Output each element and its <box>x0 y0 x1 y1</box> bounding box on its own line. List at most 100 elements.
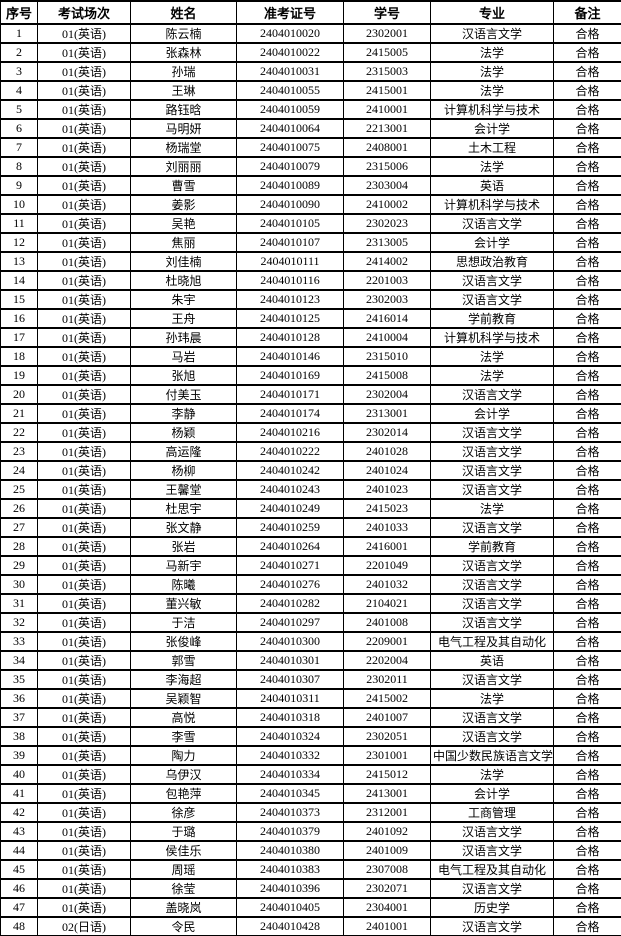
cell-ticket: 2404010079 <box>236 156 344 177</box>
table-row: 8 01(英语) 刘丽丽 2404010079 2315006 法学 合格 <box>0 156 621 177</box>
cell-student-id: 2410002 <box>343 194 431 215</box>
table-row: 30 01(英语) 陈曦 2404010276 2401032 汉语言文学 合格 <box>0 574 621 595</box>
cell-ticket: 2404010075 <box>236 137 344 158</box>
cell-remark: 合格 <box>553 498 621 519</box>
column-header-student-id: 学号 <box>343 0 431 25</box>
cell-ticket: 2404010383 <box>236 859 344 880</box>
cell-student-id: 2313005 <box>343 232 431 253</box>
table-row: 44 01(英语) 侯佳乐 2404010380 2401009 汉语言文学 合… <box>0 840 621 861</box>
cell-ticket: 2404010171 <box>236 384 344 405</box>
cell-ticket: 2404010242 <box>236 460 344 481</box>
cell-major: 工商管理 <box>430 802 554 823</box>
cell-student-id: 2302071 <box>343 878 431 899</box>
cell-index: 3 <box>0 61 38 82</box>
cell-session: 01(英语) <box>37 441 131 462</box>
cell-remark: 合格 <box>553 821 621 842</box>
cell-remark: 合格 <box>553 403 621 424</box>
cell-student-id: 2213001 <box>343 118 431 139</box>
cell-ticket: 2404010059 <box>236 99 344 120</box>
cell-remark: 合格 <box>553 726 621 747</box>
cell-session: 01(英语) <box>37 251 131 272</box>
cell-index: 8 <box>0 156 38 177</box>
cell-name: 姜影 <box>130 194 237 215</box>
cell-major: 汉语言文学 <box>430 270 554 291</box>
cell-student-id: 2401023 <box>343 479 431 500</box>
cell-name: 马岩 <box>130 346 237 367</box>
cell-remark: 合格 <box>553 612 621 633</box>
cell-ticket: 2404010282 <box>236 593 344 614</box>
cell-remark: 合格 <box>553 916 621 936</box>
cell-student-id: 2302014 <box>343 422 431 443</box>
column-header-remark: 备注 <box>553 0 621 25</box>
cell-index: 17 <box>0 327 38 348</box>
table-row: 12 01(英语) 焦丽 2404010107 2313005 会计学 合格 <box>0 232 621 253</box>
cell-ticket: 2404010380 <box>236 840 344 861</box>
cell-student-id: 2401092 <box>343 821 431 842</box>
cell-ticket: 2404010107 <box>236 232 344 253</box>
cell-remark: 合格 <box>553 479 621 500</box>
cell-ticket: 2404010055 <box>236 80 344 101</box>
cell-index: 28 <box>0 536 38 557</box>
cell-name: 陈曦 <box>130 574 237 595</box>
cell-session: 01(英语) <box>37 726 131 747</box>
cell-index: 16 <box>0 308 38 329</box>
cell-ticket: 2404010334 <box>236 764 344 785</box>
cell-major: 汉语言文学 <box>430 289 554 310</box>
cell-session: 01(英语) <box>37 783 131 804</box>
cell-session: 01(英语) <box>37 574 131 595</box>
cell-ticket: 2404010301 <box>236 650 344 671</box>
cell-index: 31 <box>0 593 38 614</box>
cell-major: 汉语言文学 <box>430 23 554 44</box>
table-row: 45 01(英语) 周瑶 2404010383 2307008 电气工程及其自动… <box>0 859 621 880</box>
cell-ticket: 2404010022 <box>236 42 344 63</box>
cell-remark: 合格 <box>553 422 621 443</box>
cell-student-id: 2401008 <box>343 612 431 633</box>
cell-name: 陶力 <box>130 745 237 766</box>
cell-index: 2 <box>0 42 38 63</box>
cell-major: 汉语言文学 <box>430 574 554 595</box>
cell-major: 汉语言文学 <box>430 555 554 576</box>
cell-student-id: 2410001 <box>343 99 431 120</box>
cell-major: 汉语言文学 <box>430 517 554 538</box>
cell-session: 01(英语) <box>37 365 131 386</box>
cell-index: 12 <box>0 232 38 253</box>
cell-ticket: 2404010116 <box>236 270 344 291</box>
cell-name: 张俊峰 <box>130 631 237 652</box>
cell-name: 刘丽丽 <box>130 156 237 177</box>
cell-session: 01(英语) <box>37 213 131 234</box>
column-header-index: 序号 <box>0 0 38 25</box>
cell-session: 01(英语) <box>37 821 131 842</box>
cell-name: 刘佳楠 <box>130 251 237 272</box>
cell-name: 张文静 <box>130 517 237 538</box>
table-row: 26 01(英语) 杜思宇 2404010249 2415023 法学 合格 <box>0 498 621 519</box>
cell-index: 40 <box>0 764 38 785</box>
table-row: 35 01(英语) 李海超 2404010307 2302011 汉语言文学 合… <box>0 669 621 690</box>
cell-name: 包艳萍 <box>130 783 237 804</box>
table-row: 21 01(英语) 李静 2404010174 2313001 会计学 合格 <box>0 403 621 424</box>
cell-session: 01(英语) <box>37 99 131 120</box>
table-row: 10 01(英语) 姜影 2404010090 2410002 计算机科学与技术… <box>0 194 621 215</box>
cell-remark: 合格 <box>553 251 621 272</box>
cell-remark: 合格 <box>553 441 621 462</box>
cell-student-id: 2104021 <box>343 593 431 614</box>
table-row: 40 01(英语) 乌伊汉 2404010334 2415012 法学 合格 <box>0 764 621 785</box>
cell-ticket: 2404010125 <box>236 308 344 329</box>
cell-index: 5 <box>0 99 38 120</box>
cell-index: 18 <box>0 346 38 367</box>
cell-remark: 合格 <box>553 707 621 728</box>
cell-index: 36 <box>0 688 38 709</box>
cell-remark: 合格 <box>553 536 621 557</box>
table-row: 18 01(英语) 马岩 2404010146 2315010 法学 合格 <box>0 346 621 367</box>
cell-session: 01(英语) <box>37 802 131 823</box>
cell-name: 李海超 <box>130 669 237 690</box>
cell-student-id: 2413001 <box>343 783 431 804</box>
cell-index: 48 <box>0 916 38 936</box>
table-row: 28 01(英语) 张岩 2404010264 2416001 学前教育 合格 <box>0 536 621 557</box>
cell-remark: 合格 <box>553 878 621 899</box>
cell-name: 于璐 <box>130 821 237 842</box>
table-row: 37 01(英语) 高悦 2404010318 2401007 汉语言文学 合格 <box>0 707 621 728</box>
cell-remark: 合格 <box>553 593 621 614</box>
cell-major: 会计学 <box>430 403 554 424</box>
table-row: 43 01(英语) 于璐 2404010379 2401092 汉语言文学 合格 <box>0 821 621 842</box>
